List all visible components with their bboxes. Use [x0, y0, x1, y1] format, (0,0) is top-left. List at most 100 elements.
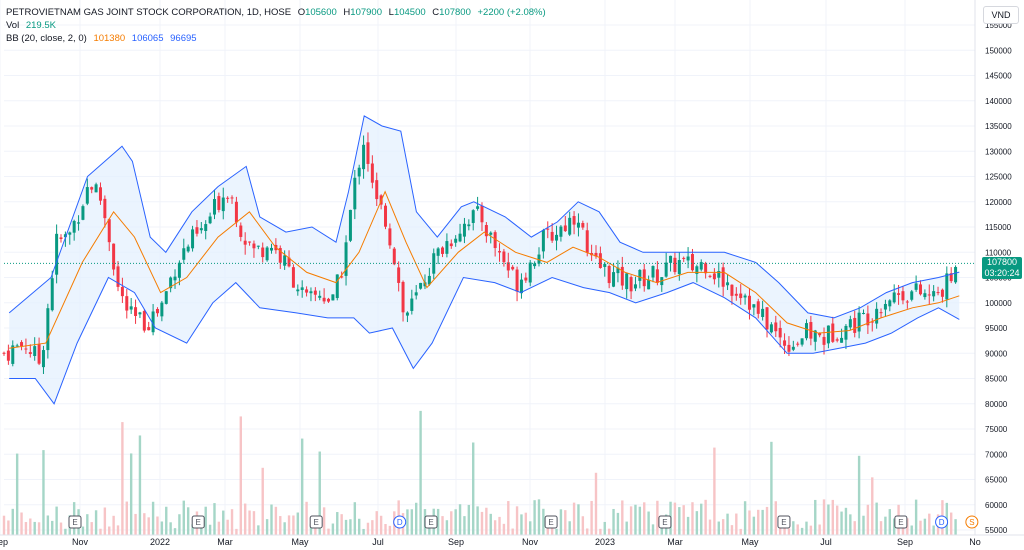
candle-body: [322, 297, 326, 302]
volume-bar: [721, 519, 725, 535]
price-tick-label: 140000: [985, 97, 1012, 106]
event-markers: E E E E E E E ED D S: [68, 515, 979, 529]
volume-bar: [778, 523, 782, 535]
candle-body: [15, 345, 19, 347]
candle-body: [669, 255, 673, 263]
volume-bar: [81, 526, 85, 535]
candle-body: [888, 300, 892, 307]
candle-body: [480, 205, 484, 223]
split-marker[interactable]: [965, 515, 979, 529]
candle-body: [462, 223, 466, 237]
candle-body: [28, 352, 32, 355]
candle-body: [655, 269, 659, 283]
candle-body: [682, 257, 686, 259]
volume-bar: [287, 515, 291, 535]
candle-body: [651, 266, 655, 278]
volume-bar: [923, 518, 927, 535]
bollinger-upper-line: [8, 115, 960, 319]
candle-body: [449, 243, 453, 247]
candle-body: [949, 273, 953, 282]
symbol-title[interactable]: PETROVIETNAM GAS JOINT STOCK CORPORATION…: [6, 7, 292, 18]
volume-bar: [15, 453, 19, 535]
candle-body: [954, 266, 958, 283]
candle-body: [243, 240, 247, 245]
earnings-marker-label: E: [548, 518, 553, 527]
price-tick-label: 70000: [985, 450, 1008, 459]
volume-bar: [765, 506, 769, 535]
volume-bar: [704, 499, 707, 535]
time-tick-label: Mar: [217, 537, 233, 547]
volume-bar: [292, 515, 295, 535]
candle-body: [191, 229, 195, 249]
volume-bar: [726, 513, 729, 535]
volume-bar: [178, 514, 181, 535]
candle-body: [278, 248, 282, 263]
candle-body: [717, 270, 721, 278]
candle-body: [265, 247, 269, 261]
volume-bar: [489, 513, 492, 535]
volume-bar: [647, 511, 650, 535]
earnings-marker[interactable]: [424, 515, 438, 529]
volume-bar: [673, 502, 677, 535]
earnings-marker[interactable]: [777, 515, 791, 529]
volume-bar: [318, 451, 321, 535]
earnings-marker[interactable]: [68, 515, 82, 529]
candle-body: [239, 225, 243, 237]
dividend-marker[interactable]: [393, 515, 407, 529]
volume-bar: [735, 513, 738, 535]
earnings-marker[interactable]: [658, 515, 672, 529]
candle-body: [677, 260, 681, 275]
earnings-marker[interactable]: [309, 515, 323, 529]
volume-bar: [252, 511, 256, 535]
candle-body: [366, 142, 370, 164]
volume-bar: [857, 455, 861, 535]
volume-bar: [160, 521, 164, 535]
volume-bar: [805, 521, 808, 535]
volume-bar: [529, 521, 532, 535]
candle-body: [818, 332, 822, 336]
dividend-marker-label: D: [397, 518, 403, 527]
volume-bar: [99, 528, 102, 535]
volume-bar: [928, 513, 931, 535]
volume-bar: [357, 518, 361, 535]
candle-body: [458, 233, 462, 242]
price-tick-label: 65000: [985, 476, 1008, 485]
volume-bar: [191, 524, 194, 535]
time-tick-label: Nov: [72, 537, 89, 547]
volume-bar: [853, 521, 856, 535]
time-tick-label: Sep: [0, 537, 8, 547]
price-tick-label: 110000: [985, 248, 1012, 257]
earnings-marker[interactable]: [894, 515, 908, 529]
time-tick-label: Mar: [667, 537, 683, 547]
volume-label[interactable]: Vol: [6, 20, 20, 31]
candle-body: [747, 295, 751, 310]
candle-body: [63, 234, 67, 238]
dividend-marker[interactable]: [935, 515, 949, 529]
earnings-marker[interactable]: [191, 515, 205, 529]
candle-body: [945, 273, 949, 300]
volume-legend: Vol 219.5K: [6, 19, 60, 32]
earnings-marker[interactable]: [544, 515, 558, 529]
candle-body: [173, 276, 177, 281]
price-axis[interactable]: 55000 60000 65000 70000 75000 80000 85000 90000…: [0, 0, 1024, 536]
candle-body: [261, 247, 265, 258]
candle-body: [129, 306, 133, 310]
candle-body: [291, 267, 295, 288]
volume-bar: [822, 499, 826, 535]
candle-body: [98, 187, 102, 201]
candle-body: [620, 266, 624, 286]
candle-body: [515, 269, 519, 292]
candle-body: [186, 246, 190, 252]
volume-bar: [476, 506, 479, 535]
volume-bar: [33, 521, 36, 535]
time-axis[interactable]: Sep Nov 2022 Mar May Jul Sep Nov 2023 Mar May Jul Se…: [0, 537, 981, 547]
time-tick-label: Nov: [522, 537, 539, 547]
volume-bar: [182, 500, 185, 535]
volume-bar: [458, 504, 462, 535]
bollinger-label[interactable]: BB (20, close, 2, 0): [6, 33, 87, 44]
candle-body: [761, 308, 765, 317]
volume-bar: [147, 517, 150, 535]
currency-button[interactable]: VND: [983, 6, 1019, 24]
volume-bar: [362, 528, 365, 535]
